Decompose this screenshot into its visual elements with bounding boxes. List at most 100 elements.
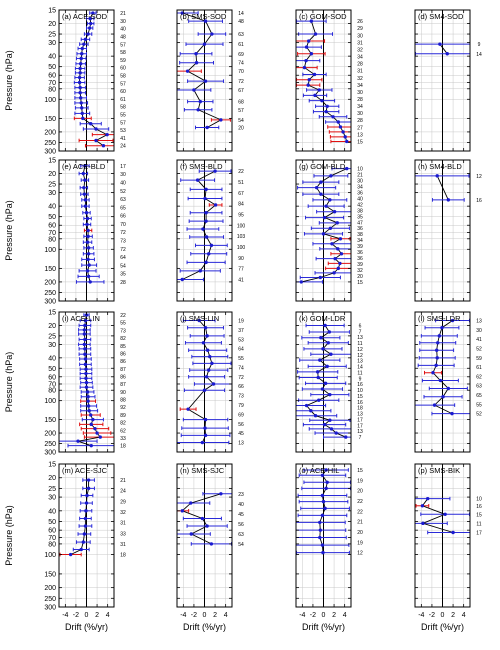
count-label: 86: [120, 351, 126, 357]
count-label: 30: [120, 19, 126, 25]
drift-profile-line: [305, 325, 346, 438]
data-point: [204, 375, 209, 379]
data-point: [328, 198, 332, 202]
count-label: 92: [120, 405, 126, 411]
data-point: [431, 371, 435, 375]
count-label: 40: [357, 196, 363, 202]
y-tick-label: 150: [44, 571, 56, 578]
panel-title: (a) ACE-SOD: [62, 12, 108, 21]
count-label: 21: [120, 11, 126, 17]
data-point: [323, 381, 328, 386]
count-label: 82: [120, 421, 126, 427]
data-point: [87, 26, 92, 30]
count-label: 22: [357, 499, 363, 505]
data-point: [201, 341, 206, 345]
data-point: [84, 371, 88, 376]
count-label: 42: [357, 202, 363, 208]
data-point: [198, 99, 202, 104]
data-point: [78, 91, 82, 95]
y-tick-label: 15: [48, 462, 56, 469]
data-point: [78, 62, 83, 66]
data-point: [198, 269, 202, 273]
data-point: [320, 493, 325, 498]
data-point: [81, 116, 85, 121]
count-label: 16: [476, 198, 482, 204]
data-point: [83, 362, 88, 367]
data-point: [86, 246, 91, 250]
count-label: 10: [357, 388, 363, 394]
count-label: 74: [238, 365, 244, 371]
data-point: [338, 237, 343, 241]
count-label: 24: [120, 144, 126, 150]
panel-title: (n) SMS-SJC: [180, 466, 225, 475]
panel-title: (j) SMS-LIN: [180, 314, 219, 323]
count-label: 7: [359, 435, 362, 441]
x-axis-title: Drift (%/yr): [65, 622, 108, 632]
data-point: [309, 52, 314, 56]
data-point: [88, 16, 92, 21]
count-label: 19: [357, 540, 363, 546]
data-point: [320, 98, 324, 103]
count-label: 41: [476, 337, 482, 343]
chart-panel: (i) ACE-LIN 22557382858686878687908892898…: [44, 310, 126, 457]
panel-title: (m) ACE-SJC: [62, 466, 108, 475]
data-point: [94, 138, 98, 143]
y-tick-label: 30: [48, 40, 56, 47]
data-point: [328, 392, 332, 397]
drift-profile-line: [436, 175, 449, 201]
y-tick-label: 250: [44, 290, 56, 297]
count-label: 32: [120, 510, 126, 516]
data-point: [186, 407, 190, 411]
count-label: 69: [238, 52, 244, 58]
y-tick-label: 60: [48, 223, 56, 230]
data-point: [195, 178, 200, 182]
count-label: 19: [357, 478, 363, 484]
y-tick-label: 200: [44, 431, 56, 438]
data-point: [324, 109, 328, 114]
y-tick-label: 200: [44, 129, 56, 136]
data-point: [189, 501, 193, 505]
y-tick-label: 50: [48, 366, 56, 373]
y-axis-title: Pressure (hPa): [4, 505, 14, 566]
count-label: 52: [476, 412, 482, 418]
y-tick-label: 20: [48, 323, 56, 330]
data-point: [83, 524, 88, 528]
count-label: 32: [357, 268, 363, 274]
data-point: [304, 45, 309, 49]
data-point: [440, 326, 444, 330]
count-label: 36: [357, 256, 363, 262]
chart-panel: (e) ACE-BLD 17 30 40 52 63 65 66 70 72 73 72 64 54 35 2…: [44, 158, 126, 306]
data-point: [192, 88, 196, 92]
chart-panel: (l) SMS-LDR 13 30 41 52 59 61 62 63 65 55 52: [414, 311, 482, 453]
y-tick-label: 80: [48, 236, 56, 243]
count-label: 60: [120, 66, 126, 72]
x-tick-label: -4: [62, 612, 68, 619]
data-point: [326, 341, 330, 345]
count-label: 77: [238, 267, 244, 273]
chart-panel: (f) SMS-BLD 22 51 67 84 95 100 103 100 90 77 41: [176, 159, 245, 302]
count-label: 30: [357, 179, 363, 185]
data-point: [304, 403, 309, 408]
data-point: [81, 171, 86, 176]
data-point: [317, 398, 321, 402]
count-label: 58: [120, 105, 126, 111]
count-label: 57: [120, 81, 126, 87]
data-point: [196, 108, 200, 112]
data-point: [446, 198, 451, 202]
count-label: 28: [357, 97, 363, 103]
data-point: [82, 185, 86, 190]
chart-panel: (g) GOM-BLD 10213034364042383547363834393…: [295, 159, 363, 302]
data-point: [83, 198, 88, 202]
count-label: 54: [238, 542, 244, 548]
data-point: [336, 120, 341, 124]
count-label: 22: [357, 509, 363, 515]
count-label: 34: [357, 104, 363, 110]
y-tick-label: 300: [44, 450, 56, 457]
y-tick-label: 50: [48, 519, 56, 526]
count-label: 41: [238, 278, 244, 284]
count-label: 12: [357, 353, 363, 359]
count-label: 31: [120, 542, 126, 548]
data-point: [443, 512, 447, 516]
count-label: 72: [120, 230, 126, 236]
